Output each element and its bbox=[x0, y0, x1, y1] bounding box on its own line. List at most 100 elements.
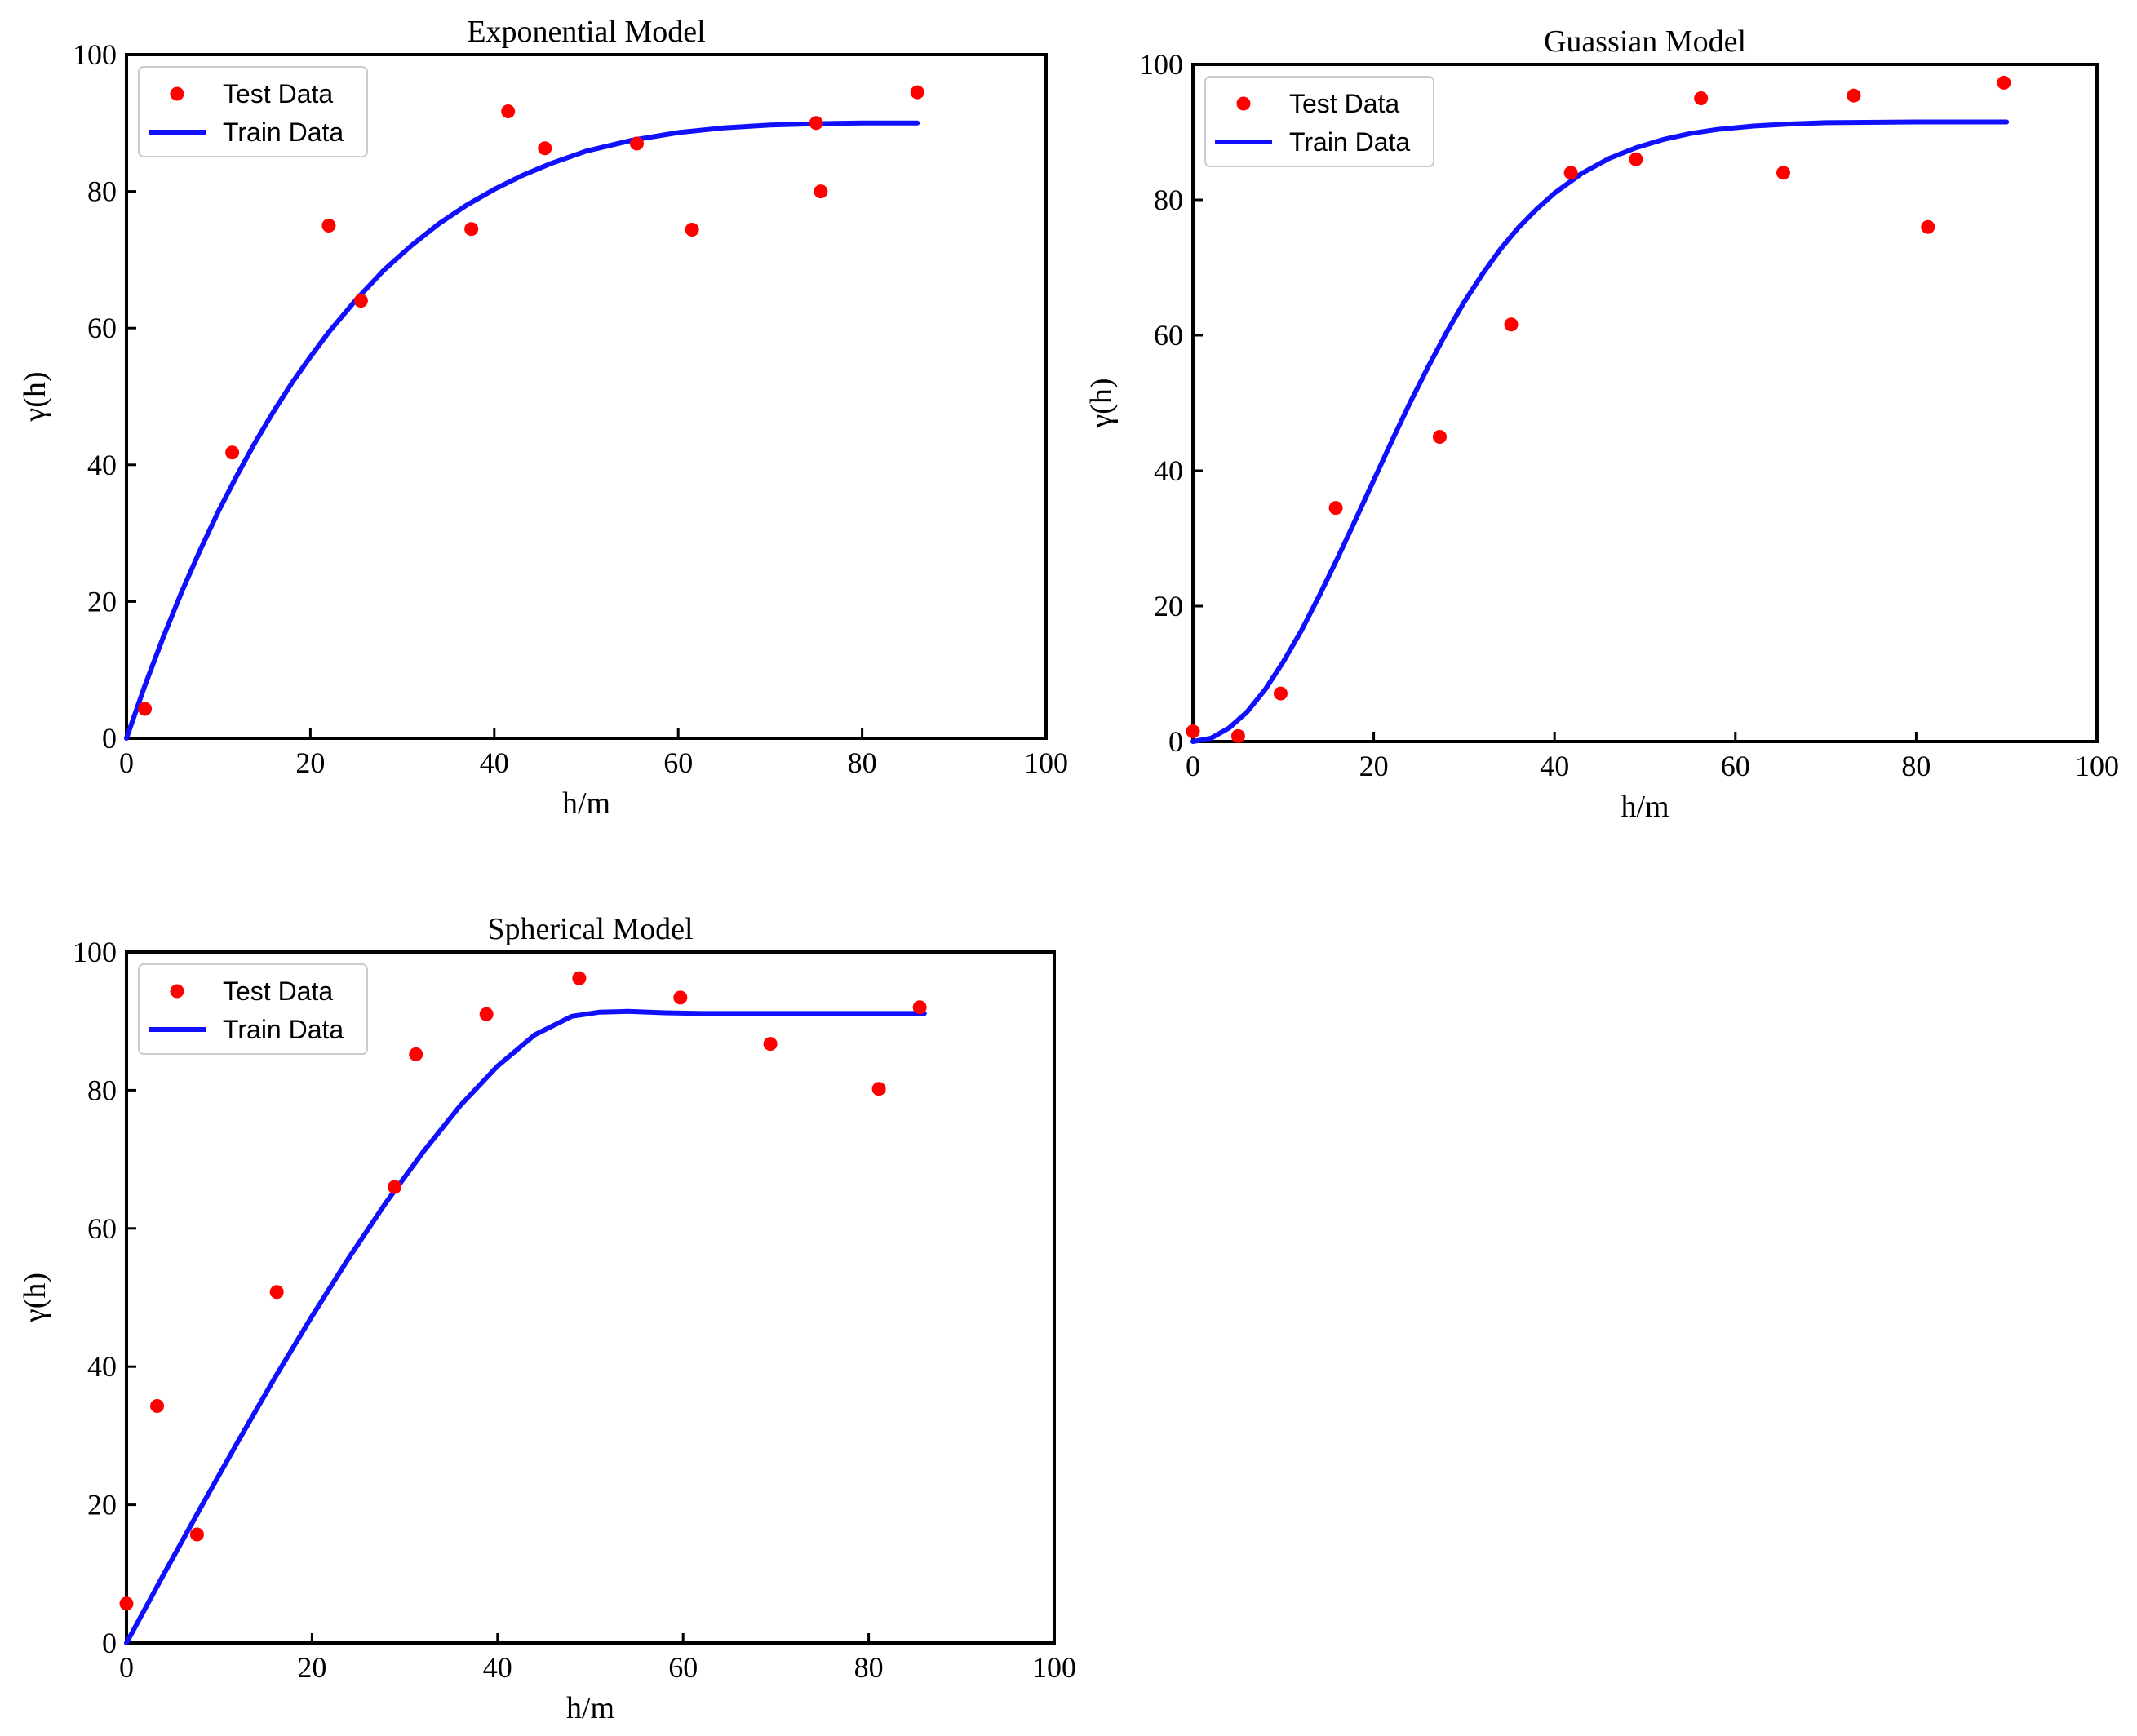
legend-label: Train Data bbox=[1289, 127, 1410, 157]
x-tick-label: 40 bbox=[1540, 750, 1569, 782]
test-data-point bbox=[871, 1082, 886, 1096]
legend: Test Data Train Data bbox=[1204, 76, 1434, 167]
x-axis-label: h/m bbox=[1620, 790, 1669, 824]
chart-panel-1: 0 20 40 60 80 100 0 20 40 60 80 100 Exponential Mode… bbox=[18, 15, 1068, 821]
x-tick-label: 60 bbox=[663, 746, 693, 779]
x-tick-label: 40 bbox=[483, 1651, 512, 1684]
x-tick-label: 0 bbox=[119, 746, 134, 779]
test-data-point bbox=[814, 184, 828, 199]
chart-title: Guassian Model bbox=[1544, 24, 1746, 59]
y-tick-label: 80 bbox=[87, 175, 117, 208]
test-data-point bbox=[912, 1000, 927, 1015]
test-data-point bbox=[150, 1398, 165, 1413]
legend-label: Test Data bbox=[223, 976, 333, 1006]
y-tick-label: 60 bbox=[87, 312, 117, 344]
test-data-point bbox=[1921, 219, 1935, 234]
y-tick-label: 0 bbox=[102, 1627, 117, 1659]
x-tick-label: 80 bbox=[1901, 750, 1931, 782]
test-data-point bbox=[685, 223, 699, 237]
y-tick-label: 100 bbox=[73, 936, 117, 968]
y-tick-label: 100 bbox=[1139, 48, 1183, 81]
test-data-point bbox=[1273, 686, 1288, 701]
y-tick-label: 60 bbox=[1154, 319, 1183, 352]
x-tick-label: 60 bbox=[1721, 750, 1750, 782]
legend-label: Train Data bbox=[223, 1015, 344, 1044]
y-tick-label: 20 bbox=[87, 1489, 117, 1521]
x-tick-label: 60 bbox=[668, 1651, 698, 1684]
x-tick-label: 100 bbox=[1032, 1651, 1076, 1684]
test-data-point bbox=[809, 116, 823, 131]
y-tick-label: 40 bbox=[87, 449, 117, 481]
test-data-point bbox=[1504, 317, 1519, 332]
test-data-point bbox=[189, 1527, 204, 1542]
x-tick-label: 20 bbox=[1359, 750, 1389, 782]
test-data-point bbox=[1230, 728, 1245, 743]
test-data-point bbox=[119, 1596, 134, 1611]
train-data-line bbox=[124, 120, 920, 741]
test-data-point bbox=[501, 104, 516, 119]
test-data-point bbox=[388, 1180, 402, 1194]
test-data-point bbox=[1328, 501, 1343, 516]
train-data-line bbox=[124, 1008, 927, 1645]
y-tick-label: 20 bbox=[1154, 590, 1183, 622]
test-data-point bbox=[1563, 166, 1578, 180]
test-data-point bbox=[479, 1007, 494, 1021]
test-data-point bbox=[269, 1285, 284, 1300]
legend-marker-test-data bbox=[170, 86, 184, 101]
test-data-point bbox=[409, 1047, 423, 1061]
test-data-point bbox=[138, 702, 153, 716]
y-axis-label: γ(h) bbox=[18, 371, 52, 422]
test-data-point bbox=[353, 294, 368, 308]
plot-frame bbox=[1191, 63, 2099, 743]
x-tick-label: 80 bbox=[854, 1651, 884, 1684]
test-data-point bbox=[464, 222, 479, 237]
y-tick-label: 0 bbox=[102, 722, 117, 755]
legend: Test Data Train Data bbox=[138, 963, 368, 1055]
x-tick-label: 20 bbox=[295, 746, 325, 779]
test-data-point bbox=[1186, 724, 1200, 739]
test-data-point bbox=[763, 1037, 778, 1052]
legend-label: Test Data bbox=[223, 79, 333, 108]
test-data-point bbox=[538, 141, 552, 156]
test-data-point bbox=[910, 85, 924, 100]
y-tick-label: 80 bbox=[1154, 184, 1183, 216]
legend-marker-test-data bbox=[1236, 96, 1251, 111]
legend: Test Data Train Data bbox=[138, 66, 368, 157]
test-data-point bbox=[1694, 91, 1709, 105]
test-data-point bbox=[321, 219, 336, 232]
x-tick-label: 100 bbox=[2075, 750, 2119, 782]
test-data-point bbox=[1997, 75, 2011, 90]
x-tick-label: 40 bbox=[480, 746, 509, 779]
y-tick-label: 80 bbox=[87, 1074, 117, 1106]
y-tick-label: 40 bbox=[1154, 454, 1183, 487]
chart-title: Exponential Model bbox=[467, 15, 705, 49]
y-axis-label: γ(h) bbox=[18, 1273, 52, 1323]
y-tick-label: 40 bbox=[87, 1350, 117, 1383]
test-data-point bbox=[1629, 152, 1643, 166]
y-tick-label: 100 bbox=[73, 38, 117, 71]
test-data-point bbox=[629, 136, 644, 151]
chart-panel-3: 0 20 40 60 80 100 0 20 40 60 80 100 Spherical Model h… bbox=[18, 912, 1076, 1725]
plot-frame bbox=[125, 950, 1056, 1645]
chart-title: Spherical Model bbox=[487, 912, 693, 946]
y-axis-label: γ(h) bbox=[1084, 378, 1119, 428]
test-data-point bbox=[673, 990, 688, 1005]
test-data-point bbox=[1432, 430, 1447, 444]
x-axis-label: h/m bbox=[562, 786, 610, 821]
legend-marker-test-data bbox=[170, 984, 184, 999]
test-data-point bbox=[572, 971, 587, 985]
x-axis-label: h/m bbox=[566, 1691, 614, 1725]
plot-frame bbox=[125, 53, 1048, 740]
x-tick-label: 0 bbox=[1186, 750, 1200, 782]
legend-label: Train Data bbox=[223, 117, 344, 147]
x-tick-label: 80 bbox=[848, 746, 877, 779]
y-tick-label: 0 bbox=[1168, 725, 1183, 758]
y-tick-label: 20 bbox=[87, 585, 117, 618]
chart-panel-2: 0 20 40 60 80 100 0 20 40 60 80 100 Guassian Model h/… bbox=[1084, 24, 2119, 824]
test-data-point bbox=[225, 445, 240, 460]
x-tick-label: 100 bbox=[1024, 746, 1068, 779]
train-data-line bbox=[1190, 119, 2010, 744]
test-data-point bbox=[1776, 166, 1791, 180]
legend-label: Test Data bbox=[1289, 89, 1399, 118]
